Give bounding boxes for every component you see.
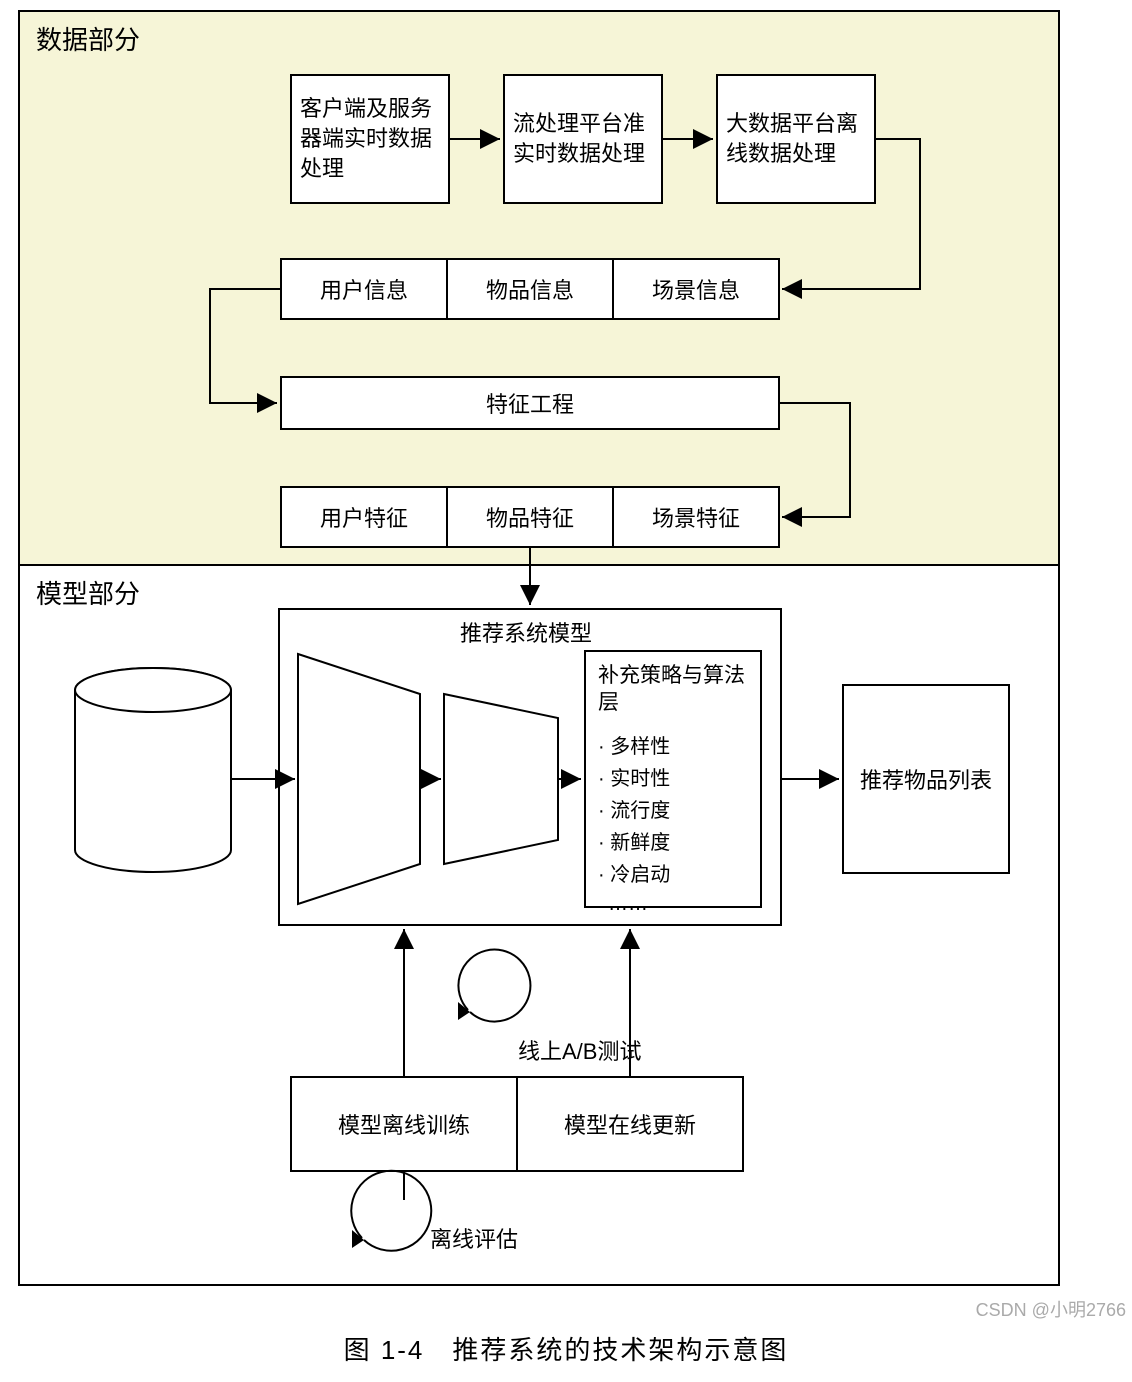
rank-label: 排序层 [462, 766, 528, 798]
supplement-item: 冷启动 [598, 859, 748, 891]
item-info-label: 物品信息 [486, 273, 574, 305]
supplement-item: 实时性 [598, 763, 748, 795]
rec-model-title: 推荐系统模型 [460, 616, 592, 648]
box-item-feat: 物品特征 [446, 486, 614, 548]
box-offline-train: 模型离线训练 [290, 1076, 518, 1172]
scene-feat-label: 场景特征 [652, 501, 740, 533]
supplement-item: 流行度 [598, 795, 748, 827]
box-item-info: 物品信息 [446, 258, 614, 320]
db-label: 候选物品库 [78, 766, 228, 798]
ab-test-label: 线上A/B测试 [518, 1034, 641, 1066]
box-online-update: 模型在线更新 [516, 1076, 744, 1172]
box-user-info: 用户信息 [280, 258, 448, 320]
box-scene-info: 场景信息 [612, 258, 780, 320]
offline-eval-label: 离线评估 [430, 1222, 518, 1254]
box-output: 推荐物品列表 [842, 684, 1010, 874]
box-client-label: 客户端及服务器端实时数据处理 [300, 94, 440, 183]
box-scene-feat: 场景特征 [612, 486, 780, 548]
supplement-item: 多样性 [598, 731, 748, 763]
user-feat-label: 用户特征 [320, 501, 408, 533]
box-feature-eng: 特征工程 [280, 376, 780, 430]
box-bigdata-processing: 大数据平台离线数据处理 [716, 74, 876, 204]
offline-train-label: 模型离线训练 [338, 1108, 470, 1140]
watermark: CSDN @小明2766 [976, 1296, 1126, 1322]
user-info-label: 用户信息 [320, 273, 408, 305]
online-update-label: 模型在线更新 [564, 1108, 696, 1140]
data-panel-title: 数据部分 [36, 20, 140, 57]
output-label: 推荐物品列表 [860, 763, 992, 795]
figure-caption: 图 1-4 推荐系统的技术架构示意图 [0, 1330, 1132, 1367]
box-client-processing: 客户端及服务器端实时数据处理 [290, 74, 450, 204]
feature-eng-label: 特征工程 [486, 387, 574, 419]
item-feat-label: 物品特征 [486, 501, 574, 533]
scene-info-label: 场景信息 [652, 273, 740, 305]
box-bigdata-label: 大数据平台离线数据处理 [726, 109, 866, 168]
recall-label: 召回层 [322, 766, 388, 798]
box-supplement: 补充策略与算法层 多样性实时性流行度新鲜度冷启动 …… [584, 650, 762, 908]
box-user-feat: 用户特征 [280, 486, 448, 548]
model-panel-title: 模型部分 [36, 574, 140, 611]
supplement-bullets: 多样性实时性流行度新鲜度冷启动 [598, 731, 748, 891]
supplement-item: 新鲜度 [598, 827, 748, 859]
box-stream-processing: 流处理平台准实时数据处理 [503, 74, 663, 204]
supplement-more: …… [608, 893, 748, 916]
supplement-title: 补充策略与算法层 [598, 662, 748, 717]
box-stream-label: 流处理平台准实时数据处理 [513, 109, 653, 168]
